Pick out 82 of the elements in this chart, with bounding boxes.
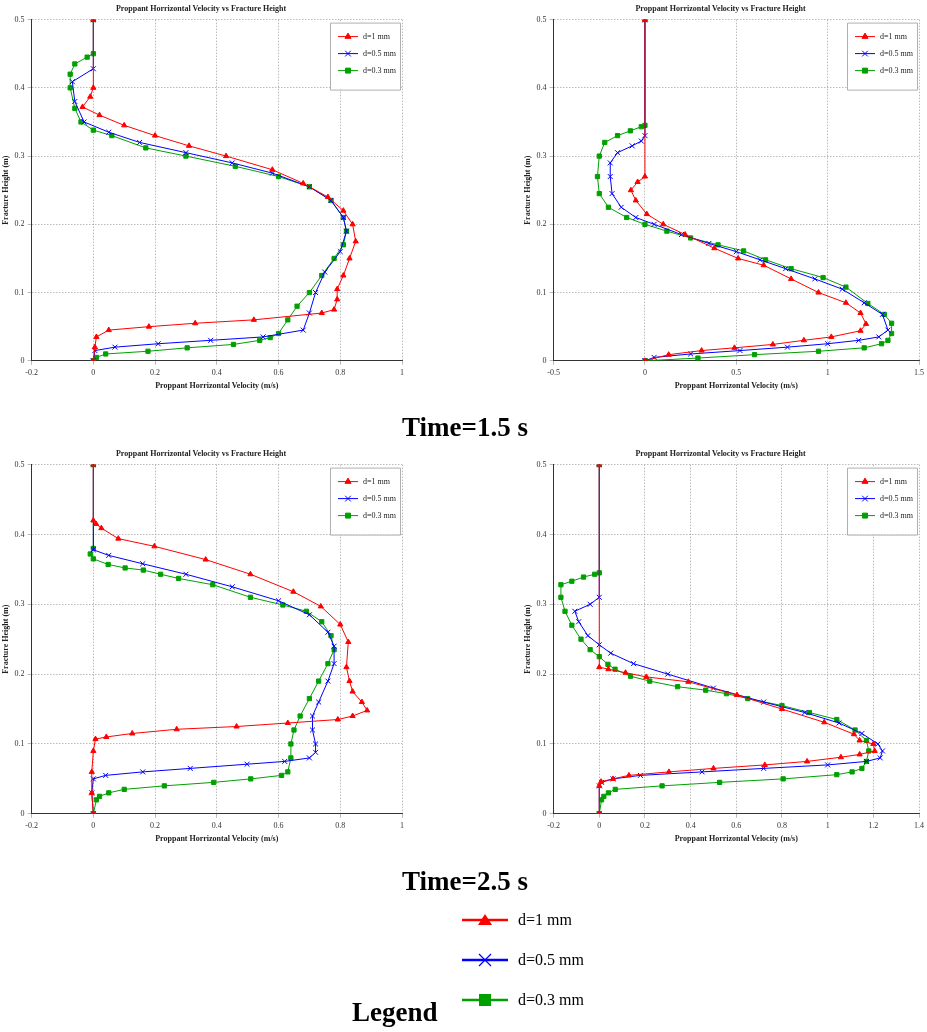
legend-label: d=0.5 mm [363, 493, 397, 503]
x-tick-label: 1.2 [868, 820, 879, 830]
x-tick-label: 1.4 [914, 820, 924, 830]
y-tick-label: 0.3 [14, 599, 25, 609]
y-tick-label: 0.5 [14, 14, 25, 24]
x-tick-label: 0 [597, 820, 602, 830]
y-tick-label: 0 [542, 355, 547, 365]
y-tick-label: 0.2 [536, 669, 547, 679]
y-tick-label: 0 [20, 808, 25, 818]
x-tick-label: 0.6 [731, 820, 742, 830]
legend-label: d=0.5 mm [880, 493, 914, 503]
x-tick-label: 0.4 [211, 367, 222, 377]
y-tick-label: 0.2 [14, 219, 25, 229]
y-tick-label: 0.1 [14, 739, 25, 749]
y-tick-label: 0.4 [536, 529, 547, 539]
x-tick-label: 0 [91, 367, 96, 377]
y-tick-label: 0.3 [536, 599, 547, 609]
legend-label: d=0.3 mm [363, 510, 397, 520]
x-tick-label: 1.5 [914, 367, 924, 377]
text: Time=1.5 s [402, 412, 528, 443]
x-tick-label: 0.6 [273, 367, 284, 377]
legend-title: Legend [352, 997, 438, 1028]
x-tick-label: 0.8 [335, 820, 346, 830]
y-tick-label: 0.3 [14, 151, 25, 161]
x-tick-label: 0.4 [211, 820, 222, 830]
y-tick-label: 0.2 [536, 219, 547, 229]
chart-title: Proppant Horrizontal Velocity vs Fracture Height [635, 3, 806, 13]
x-tick-label: 0.6 [273, 820, 284, 830]
x-axis-title: Proppant Horrizontal Velocity (m/s) [155, 834, 279, 844]
y-axis-title: Fracture Height (m) [0, 604, 10, 674]
y-tick-label: 0.1 [14, 287, 25, 297]
x-tick-label: 1 [825, 820, 830, 830]
legend-label: d=0.3 mm [880, 65, 914, 75]
y-tick-label: 0.2 [14, 669, 25, 679]
legend-label: d=0.5 mm [518, 951, 584, 969]
legend-label: d=0.3 mm [363, 65, 397, 75]
x-tick-label: 1 [400, 820, 404, 830]
legend-label: d=0.3 mm [518, 991, 584, 1009]
text: Time=2.5 s [402, 866, 528, 897]
x-tick-label: 0 [642, 367, 647, 377]
legend-label: d=0.5 mm [363, 48, 397, 58]
y-tick-label: 0.1 [536, 739, 547, 749]
x-tick-label: 0.2 [150, 820, 161, 830]
x-tick-label: 0.4 [685, 820, 696, 830]
y-axis-title: Fracture Height (m) [522, 604, 532, 674]
y-tick-label: 0.5 [536, 459, 547, 469]
x-tick-label: 0 [91, 820, 96, 830]
x-tick-label: 1 [400, 367, 404, 377]
y-tick-label: 0 [542, 808, 547, 818]
y-tick-label: 0.5 [14, 459, 25, 469]
legend-label: d=1 mm [363, 31, 391, 41]
y-tick-label: 0.4 [536, 82, 547, 92]
legend-label: d=1 mm [880, 31, 908, 41]
y-tick-label: 0 [20, 355, 25, 365]
x-tick-label: 0.8 [776, 820, 787, 830]
y-axis-title: Fracture Height (m) [522, 155, 532, 225]
x-tick-label: -0.2 [25, 367, 38, 377]
x-tick-label: -0.5 [547, 367, 560, 377]
x-tick-label: -0.2 [25, 820, 38, 830]
y-axis-title: Fracture Height (m) [0, 155, 10, 225]
x-tick-label: 0.5 [731, 367, 742, 377]
y-tick-label: 0.1 [536, 287, 547, 297]
y-tick-label: 0.3 [536, 151, 547, 161]
y-tick-label: 0.4 [14, 82, 25, 92]
x-axis-title: Proppant Horrizontal Velocity (m/s) [674, 834, 799, 844]
x-tick-label: 0.2 [150, 367, 161, 377]
chart-title: Proppant Horrizontal Velocity vs Fracture Height [115, 3, 287, 13]
chart-title: Proppant Horrizontal Velocity vs Fracture Height [635, 448, 806, 458]
x-tick-label: 0.8 [335, 367, 346, 377]
x-tick-label: 0.2 [639, 820, 650, 830]
x-axis-title: Proppant Horrizontal Velocity (m/s) [674, 381, 799, 391]
legend-label: d=1 mm [518, 911, 572, 929]
chart-title: Proppant Horrizontal Velocity vs Fracture Height [115, 448, 287, 458]
x-tick-label: 1 [825, 367, 830, 377]
x-tick-label: -0.2 [547, 820, 560, 830]
legend-label: d=1 mm [880, 476, 908, 486]
x-axis-title: Proppant Horrizontal Velocity (m/s) [155, 381, 279, 391]
legend-label: d=0.5 mm [880, 48, 914, 58]
legend-label: d=1 mm [363, 476, 391, 486]
y-tick-label: 0.5 [536, 14, 547, 24]
y-tick-label: 0.4 [14, 529, 25, 539]
legend-label: d=0.3 mm [880, 510, 914, 520]
